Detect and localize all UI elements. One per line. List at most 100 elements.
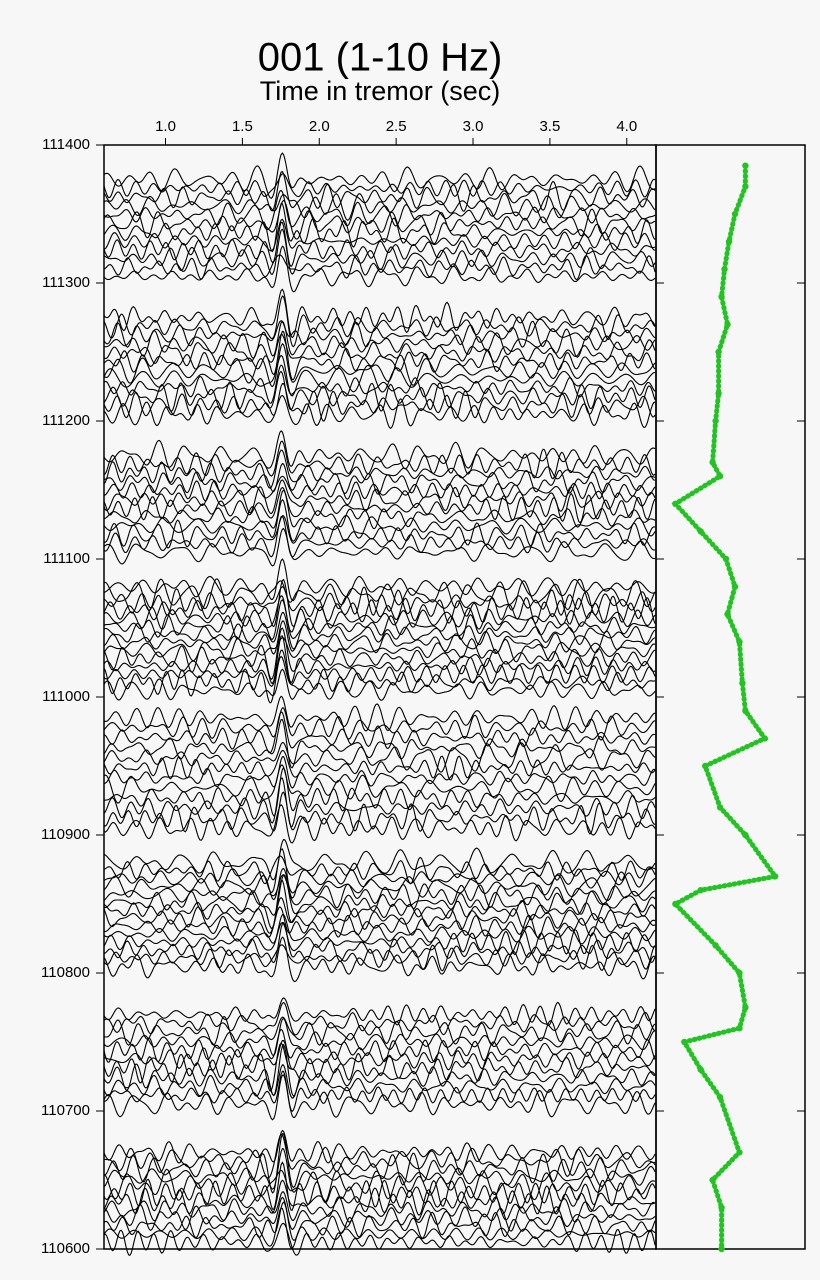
trace [103, 1179, 656, 1216]
x-tick-label: 3.5 [539, 118, 560, 135]
x-tick-label: 1.0 [155, 118, 176, 135]
pick-point [712, 417, 719, 425]
pick-point [724, 321, 731, 328]
trace [103, 527, 656, 567]
trace [103, 921, 656, 956]
trace [103, 199, 656, 240]
trace [103, 342, 656, 388]
pick-point [709, 459, 716, 466]
y-tick-label: 111000 [42, 688, 90, 705]
pick-point [716, 1094, 724, 1101]
pick-point [716, 804, 724, 811]
pick-point [715, 348, 722, 356]
trace [103, 855, 656, 885]
trace [103, 354, 656, 397]
y-tick-label: 111400 [42, 136, 90, 153]
trace [103, 1191, 656, 1223]
trace [103, 578, 656, 628]
trace [103, 997, 656, 1026]
pick-point [724, 611, 731, 618]
trace [103, 719, 656, 769]
y-tick-label: 110800 [41, 964, 90, 981]
trace [103, 1161, 656, 1211]
pick-point [722, 555, 730, 563]
pick-point [736, 969, 743, 977]
trace [103, 515, 656, 549]
trace [103, 838, 656, 881]
trace [103, 498, 656, 542]
trace [103, 896, 656, 934]
trace [103, 449, 656, 489]
pick-point [742, 831, 749, 839]
trace [103, 711, 656, 754]
trace [103, 173, 656, 199]
trace [103, 1028, 656, 1063]
trace [103, 1222, 656, 1256]
trace [103, 1129, 656, 1164]
pick-point [742, 183, 749, 190]
trace [103, 1043, 656, 1097]
x-axis-label: Time in tremor (sec) [260, 76, 501, 106]
trace [103, 486, 656, 524]
trace [103, 430, 656, 472]
x-tick-label: 2.5 [386, 118, 407, 135]
trace [103, 333, 656, 367]
x-tick-label: 3.0 [463, 118, 484, 135]
x-tick-label: 1.5 [232, 118, 253, 135]
trace [103, 906, 656, 939]
pick-point [712, 942, 719, 949]
trace [103, 655, 656, 704]
trace [103, 515, 656, 558]
trace [103, 189, 656, 231]
trace [103, 1133, 656, 1179]
trace [103, 479, 656, 515]
trace [103, 370, 656, 412]
traces [103, 152, 656, 1256]
chart-title: 001 (1-10 Hz) [258, 36, 503, 80]
trace [103, 221, 656, 268]
pick-point [739, 680, 746, 687]
pick-point [697, 528, 704, 535]
trace [103, 764, 656, 804]
trace [103, 741, 656, 773]
pick-point [697, 887, 704, 894]
pick-point [718, 293, 725, 300]
trace [103, 611, 656, 650]
pick-point [715, 390, 722, 397]
trace [103, 879, 656, 930]
trace [103, 192, 656, 221]
pick-point [736, 638, 743, 645]
trace [103, 936, 656, 983]
trace [103, 1196, 656, 1232]
trace [103, 254, 656, 281]
trace [104, 1070, 656, 1113]
trace [103, 635, 656, 685]
trace [103, 867, 656, 902]
trace [103, 1201, 656, 1241]
trace [103, 668, 656, 701]
pick-point [697, 1066, 704, 1073]
trace [103, 170, 656, 212]
pick-line [671, 163, 780, 1252]
trace [103, 649, 656, 687]
trace [103, 394, 656, 430]
trace [103, 152, 656, 199]
trace [103, 944, 656, 972]
trace [103, 749, 656, 781]
x-tick-label: 2.0 [309, 118, 330, 135]
trace [103, 288, 656, 339]
trace [103, 330, 656, 381]
pick-point [718, 1245, 725, 1253]
pick-point [742, 707, 749, 714]
trace [103, 637, 656, 663]
pick-point [736, 1149, 743, 1156]
trace [103, 218, 656, 252]
pick-point [721, 266, 728, 273]
trace [103, 558, 656, 602]
pick-point [742, 162, 749, 169]
trace [103, 620, 656, 655]
pick-point [761, 735, 768, 742]
pick-point [718, 1204, 725, 1211]
pick-point [772, 873, 779, 880]
